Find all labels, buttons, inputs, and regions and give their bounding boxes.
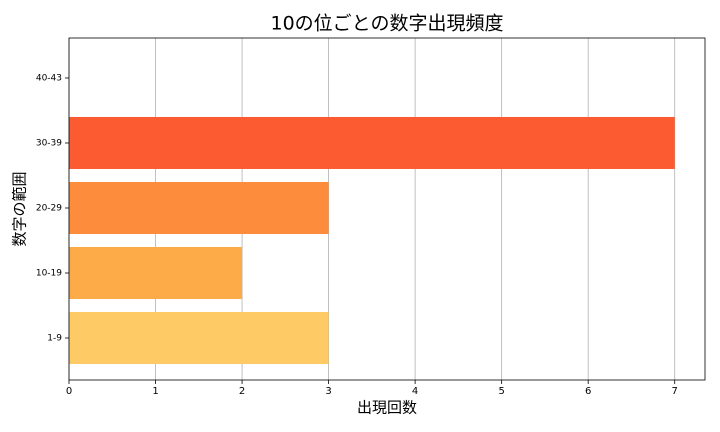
plot-frame <box>68 37 706 381</box>
y-tick-label: 20-29 <box>36 203 62 213</box>
chart-title: 10の位ごとの数字出現頻度 <box>271 13 504 35</box>
bar <box>69 116 675 169</box>
bar <box>69 181 329 234</box>
bar <box>69 246 243 300</box>
x-tick-label: 0 <box>66 386 72 397</box>
y-tick-label: 1-9 <box>47 334 62 344</box>
x-tick-label: 2 <box>239 386 245 397</box>
y-axis-label: 数字の範囲 <box>11 171 29 246</box>
y-tick-label: 30-39 <box>36 138 62 148</box>
x-tick-label: 5 <box>498 386 504 397</box>
x-tick-label: 7 <box>672 386 678 397</box>
x-axis-label: 出現回数 <box>357 399 417 417</box>
bar <box>69 312 329 365</box>
x-tick-label: 3 <box>325 386 331 397</box>
x-tick-label: 6 <box>585 386 591 397</box>
x-tick-label: 1 <box>152 386 158 397</box>
x-tick-label: 4 <box>412 386 418 397</box>
y-tick-label: 40-43 <box>36 73 62 83</box>
y-tick-label: 10-19 <box>36 268 62 278</box>
